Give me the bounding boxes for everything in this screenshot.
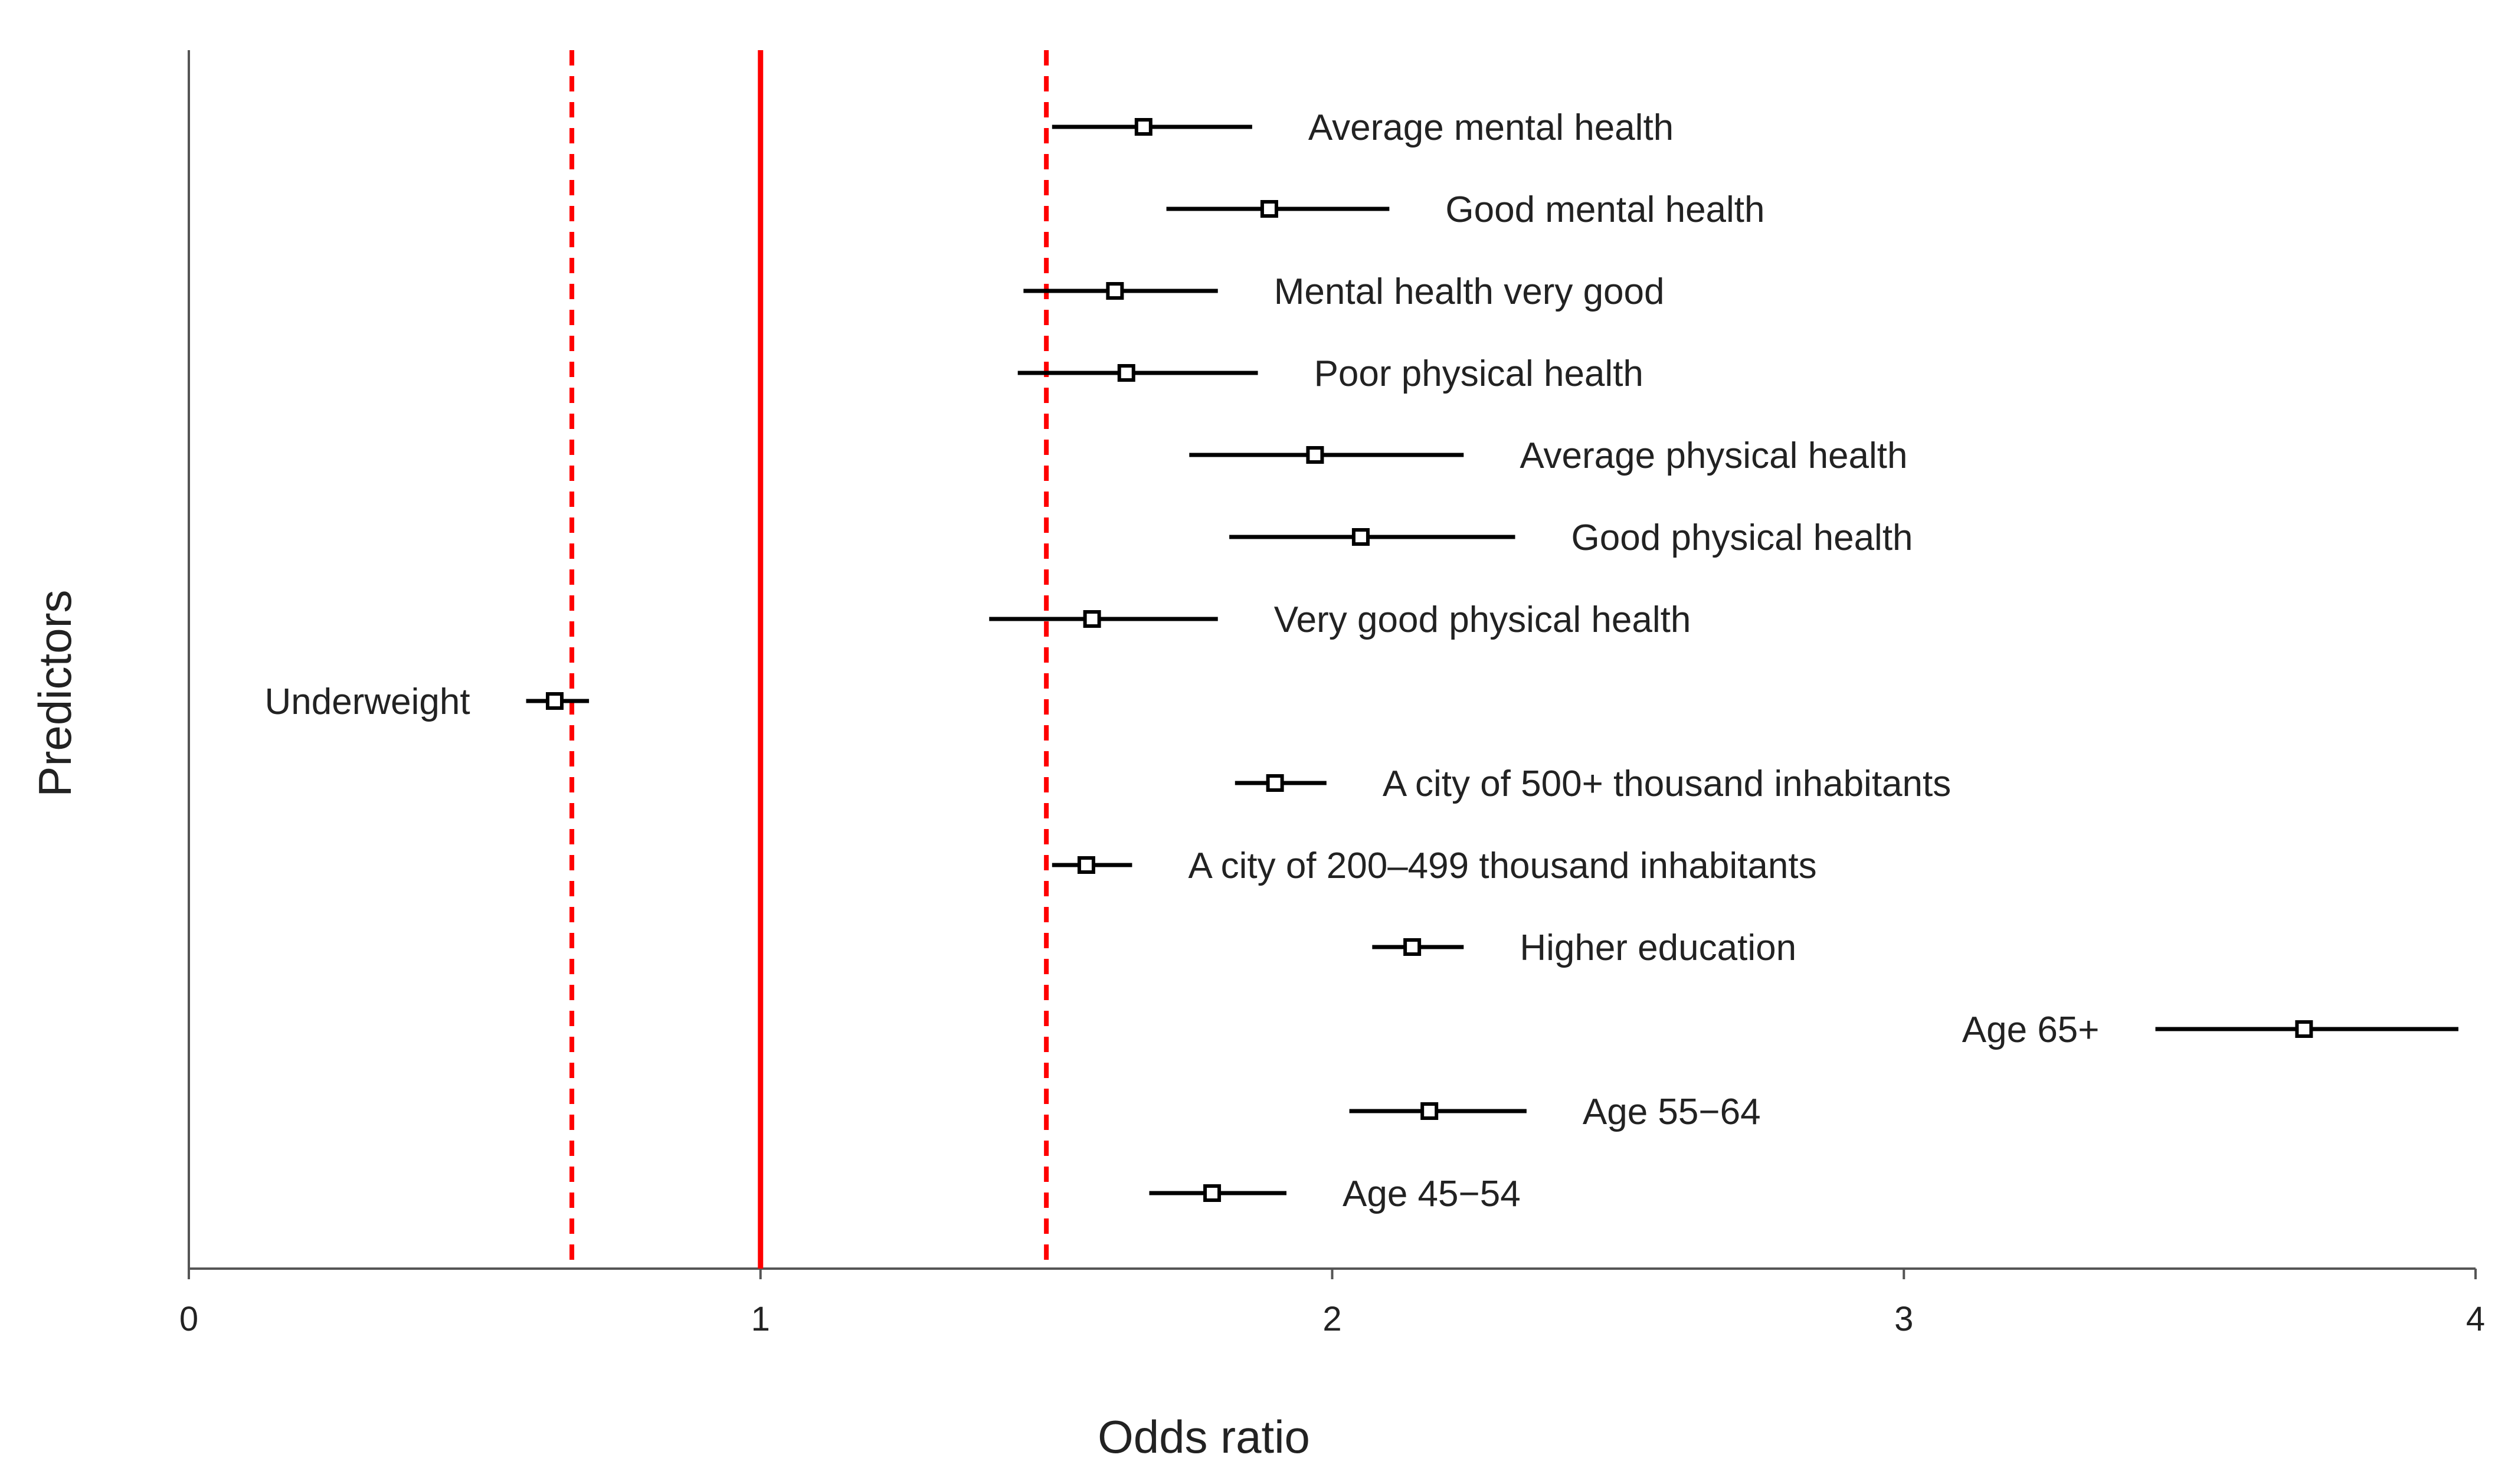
- point-row-a-city-of-200-499-thousand-inhabitants: A city of 200–499 thousand inhabitants: [1052, 846, 1817, 886]
- odds-ratio-marker: [1420, 1102, 1439, 1120]
- point-row-underweight: Underweight: [264, 682, 590, 722]
- odds-ratio-marker: [1266, 774, 1284, 792]
- point-row-average-mental-health: Average mental health: [1052, 107, 1674, 148]
- point-row-poor-physical-health: Poor physical health: [1017, 353, 1643, 394]
- odds-ratio-marker: [1403, 938, 1422, 956]
- x-tick-label: 2: [1322, 1300, 1341, 1338]
- point-label: Underweight: [264, 682, 470, 722]
- point-label: Poor physical health: [1314, 353, 1643, 394]
- point-label: Higher education: [1520, 928, 1796, 968]
- odds-ratio-marker: [1077, 856, 1095, 874]
- point-row-a-city-of-500-thousand-inhabitants: A city of 500+ thousand inhabitants: [1235, 764, 1951, 804]
- odds-ratio-marker: [1134, 118, 1152, 136]
- odds-ratio-marker: [1106, 282, 1124, 300]
- point-row-average-physical-health: Average physical health: [1189, 435, 1908, 476]
- odds-ratio-marker: [1351, 528, 1370, 546]
- plot-area: 0 1 2 3 4 Average mental health Good mental h…: [179, 50, 2485, 1338]
- odds-ratio-marker: [1117, 364, 1135, 382]
- odds-ratio-marker: [1083, 610, 1101, 628]
- x-axis-title: Odds ratio: [1098, 1411, 1310, 1463]
- point-label: Good physical health: [1571, 517, 1913, 558]
- odds-ratio-marker: [546, 692, 564, 710]
- point-label: Age 55−64: [1583, 1092, 1761, 1132]
- point-row-good-mental-health: Good mental health: [1166, 189, 1765, 230]
- point-label: Very good physical health: [1274, 600, 1691, 640]
- data-points: Average mental health Good mental health M…: [264, 107, 2458, 1214]
- odds-ratio-marker: [1203, 1184, 1222, 1202]
- point-row-good-physical-health: Good physical health: [1229, 517, 1913, 558]
- x-tick-label: 1: [751, 1300, 770, 1338]
- x-tick-label: 4: [2466, 1300, 2485, 1338]
- odds-ratio-marker: [2295, 1020, 2313, 1038]
- point-row-mental-health-very-good: Mental health very good: [1023, 271, 1665, 312]
- point-row-higher-education: Higher education: [1372, 928, 1796, 968]
- odds-ratio-marker: [1260, 200, 1278, 218]
- point-label: Age 45−54: [1343, 1174, 1521, 1214]
- point-label: A city of 200–499 thousand inhabitants: [1188, 846, 1816, 886]
- x-tick-label: 3: [1894, 1300, 1913, 1338]
- point-row-very-good-physical-health: Very good physical health: [989, 600, 1691, 640]
- point-label: Average mental health: [1308, 107, 1674, 148]
- point-row-age-55-64: Age 55−64: [1349, 1092, 1761, 1132]
- point-label: Age 65+: [1962, 1010, 2100, 1050]
- odds-ratio-marker: [1306, 446, 1324, 464]
- x-ticks: 0 1 2 3 4: [179, 1269, 2485, 1338]
- y-axis-title: Predictors: [29, 589, 81, 797]
- point-label: Good mental health: [1445, 189, 1764, 230]
- point-row-age-65: Age 65+: [1962, 1010, 2458, 1050]
- point-label: A city of 500+ thousand inhabitants: [1383, 764, 1951, 804]
- point-label: Average physical health: [1520, 435, 1907, 476]
- point-label: Mental health very good: [1274, 271, 1665, 312]
- reference-lines: [569, 50, 1049, 1269]
- point-row-age-45-54: Age 45−54: [1149, 1174, 1521, 1214]
- x-tick-label: 0: [179, 1300, 198, 1338]
